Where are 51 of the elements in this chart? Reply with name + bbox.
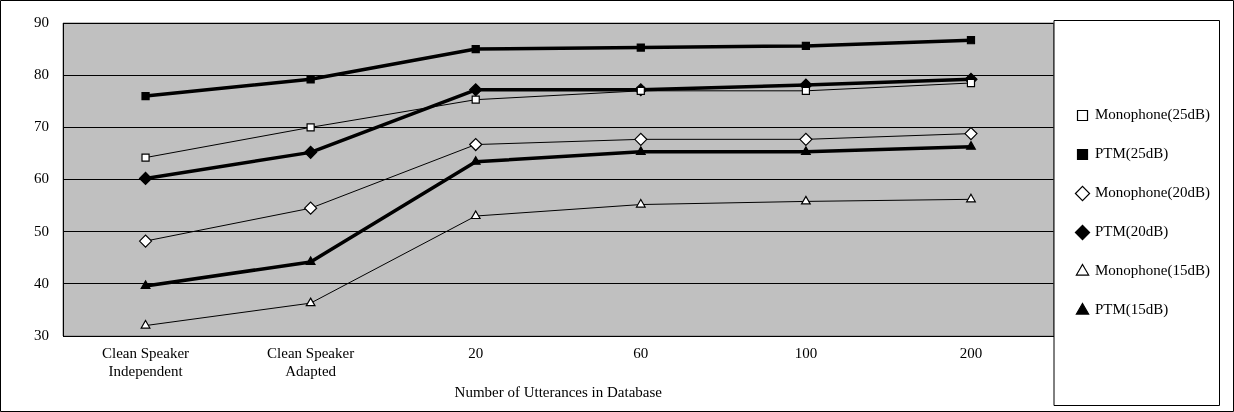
x-tick-label: 200 bbox=[959, 344, 983, 361]
point bbox=[636, 43, 645, 52]
point bbox=[141, 153, 150, 162]
x-tick-label: Clean Speaker Adapted bbox=[267, 344, 355, 379]
point bbox=[801, 41, 811, 51]
x-tick-label: 20 bbox=[468, 344, 484, 361]
point bbox=[138, 234, 153, 248]
point bbox=[964, 126, 978, 141]
point bbox=[305, 297, 316, 307]
point bbox=[470, 210, 481, 220]
point bbox=[304, 145, 318, 159]
point bbox=[635, 146, 646, 155]
y-tick-label: 30 bbox=[34, 326, 49, 343]
y-tick-label: 90 bbox=[34, 13, 49, 30]
point bbox=[799, 132, 813, 146]
y-tick-label: 40 bbox=[34, 274, 49, 291]
legend-label: Monophone(15dB) bbox=[1095, 262, 1211, 280]
point bbox=[471, 44, 480, 54]
point bbox=[306, 123, 315, 132]
x-tick-label: Clean Speaker Independent bbox=[102, 344, 190, 379]
point bbox=[801, 86, 811, 95]
point bbox=[966, 193, 976, 203]
point bbox=[140, 280, 151, 290]
point bbox=[966, 141, 976, 150]
y-tick-label: 70 bbox=[34, 118, 49, 135]
x-axis-title: Number of Utterances in Database bbox=[454, 383, 663, 400]
point bbox=[138, 171, 153, 186]
point bbox=[966, 36, 976, 45]
legend-label: PTM(15dB) bbox=[1095, 301, 1169, 319]
legend-label: PTM(25dB) bbox=[1095, 145, 1169, 163]
point bbox=[305, 256, 316, 266]
y-tick-label: 80 bbox=[34, 66, 49, 83]
point bbox=[469, 83, 483, 97]
legend-label: PTM(20dB) bbox=[1095, 223, 1169, 241]
x-tick-label: 100 bbox=[794, 344, 818, 361]
point bbox=[635, 198, 646, 208]
legend-label: Monophone(25dB) bbox=[1095, 106, 1211, 124]
point bbox=[469, 137, 483, 152]
y-tick-label: 60 bbox=[34, 170, 49, 187]
y-tick-label: 50 bbox=[34, 222, 49, 239]
x-tick-label: 60 bbox=[633, 344, 649, 361]
point bbox=[141, 91, 150, 101]
legend-label: Monophone(20dB) bbox=[1095, 184, 1211, 202]
point bbox=[800, 146, 811, 155]
point bbox=[304, 201, 318, 215]
point bbox=[471, 95, 480, 104]
point bbox=[140, 319, 151, 329]
point bbox=[634, 132, 648, 146]
point bbox=[306, 75, 315, 84]
point bbox=[470, 156, 481, 165]
point bbox=[800, 195, 811, 205]
